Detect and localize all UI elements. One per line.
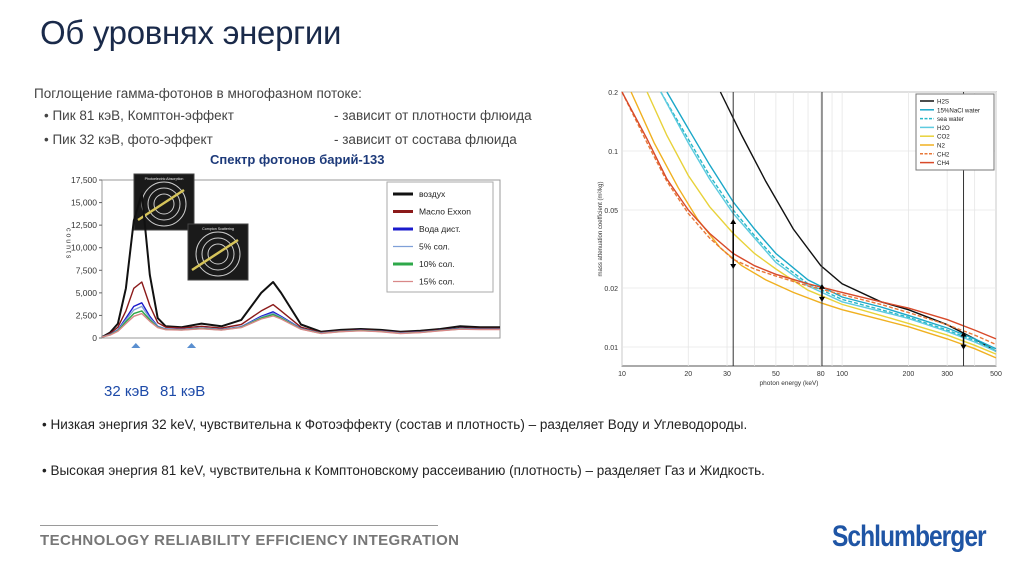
inset-orbit xyxy=(153,193,175,215)
bullet-low-energy: • Низкая энергия 32 keV, чувствительна к… xyxy=(42,417,748,432)
spectrum-chart-title: Спектр фотонов барий-133 xyxy=(210,152,385,167)
x-tick-label: 10 xyxy=(618,371,626,378)
energy-label-81: 81 кэВ xyxy=(160,383,206,400)
inset-orbit xyxy=(195,231,241,277)
peak-arrow xyxy=(187,343,197,348)
absorption-bullet-right: - зависит от состава флюида xyxy=(334,132,517,147)
y-tick-label: 2,500 xyxy=(76,310,98,320)
legend-label: CO2 xyxy=(937,134,950,141)
series-line xyxy=(630,91,997,359)
absorption-bullet-left: • Пик 81 кэВ, Комптон-эффект xyxy=(44,108,234,123)
y-tick-label: 0 xyxy=(92,333,97,343)
arrow-head xyxy=(818,296,825,302)
bullet-high-energy: • Высокая энергия 81 keV, чувствительна … xyxy=(42,463,765,478)
legend-label: CH4 xyxy=(937,160,950,167)
y-tick-label: 0.01 xyxy=(604,345,618,352)
series-line xyxy=(621,91,997,346)
schlumberger-logo: Schlumberger xyxy=(832,520,987,553)
footer-tagline: TECHNOLOGY RELIABILITY EFFICIENCY INTEGR… xyxy=(40,532,460,549)
x-tick-label: 80 xyxy=(817,371,825,378)
y-tick-label: 0.02 xyxy=(604,286,618,293)
absorption-bullet-32: • Пик 32 кэВ, фото-эффект - зависит от с… xyxy=(44,132,517,147)
x-tick-label: 30 xyxy=(723,371,731,378)
x-tick-label: 50 xyxy=(772,371,780,378)
inset-orbit xyxy=(147,187,181,221)
legend-label: H2O xyxy=(937,125,950,132)
legend-label: N2 xyxy=(937,143,945,150)
legend-label: 15% сол. xyxy=(419,277,455,287)
legend-label: Вода дист. xyxy=(419,224,461,234)
absorption-bullet-right: - зависит от плотности флюида xyxy=(334,108,532,123)
legend-box xyxy=(915,93,995,171)
y-tick-label: 10,000 xyxy=(71,243,97,253)
page-title: Об уровнях энергии xyxy=(40,14,342,51)
arrow-head xyxy=(730,218,737,224)
inset-orbit xyxy=(207,243,229,265)
series-line xyxy=(621,91,997,340)
y-tick-label: 5,000 xyxy=(76,288,98,298)
arrow-head xyxy=(960,331,967,337)
legend-label: 10% сол. xyxy=(419,259,455,269)
series-line xyxy=(660,91,997,352)
legend-label: воздух xyxy=(419,189,446,199)
absorption-bullet-81: • Пик 81 кэВ, Комптон-эффект - зависит о… xyxy=(44,108,532,123)
legend-label: 5% сол. xyxy=(419,242,450,252)
legend-label: sea water xyxy=(937,116,964,123)
legend-label: 15%NaCl water xyxy=(937,107,980,114)
arrow-head xyxy=(730,264,737,270)
series-line xyxy=(719,91,997,353)
legend-label: Масло Exxon xyxy=(419,207,471,217)
y-tick-label: 17,500 xyxy=(71,175,97,185)
legend-box xyxy=(386,181,494,293)
x-axis-label: photon energy (keV) xyxy=(760,380,819,387)
peak-arrow xyxy=(131,343,141,348)
inset-ray xyxy=(137,188,185,222)
x-tick-label: 200 xyxy=(903,371,915,378)
attenuation-chart: 0.2 0.1 0.05 0.02 0.01 10 20 30 50 80 100 200 300 500… xyxy=(598,90,1002,387)
spectrum-chart: 0 2,500 5,000 7,500 10,000 12,500 15,000 17,500… xyxy=(65,173,501,348)
absorption-bullet-left: • Пик 32 кэВ, фото-эффект xyxy=(44,132,213,147)
inset-orbit xyxy=(201,237,235,271)
y-tick-label: 0.1 xyxy=(608,149,618,156)
x-tick-label: 500 xyxy=(990,371,1002,378)
series-line xyxy=(666,91,997,350)
y-tick-label: 12,500 xyxy=(71,220,97,230)
x-tick-label: 100 xyxy=(836,371,848,378)
inset-ray xyxy=(191,238,239,272)
y-axis-label: mass attenuation coefficient (m²/kg) xyxy=(598,182,604,277)
y-tick-label: 0.2 xyxy=(608,90,618,97)
x-tick-label: 20 xyxy=(684,371,692,378)
y-tick-label: 15,000 xyxy=(71,198,97,208)
series-line xyxy=(101,312,500,338)
y-tick-label: 0.05 xyxy=(604,208,618,215)
energy-label-32: 32 кэВ xyxy=(104,383,150,400)
series-line xyxy=(101,192,500,338)
y-tick-label: 7,500 xyxy=(76,265,98,275)
x-tick-label: 300 xyxy=(941,371,953,378)
inset-label: Photoelectric Absorption xyxy=(145,177,184,181)
footer-divider xyxy=(40,525,438,526)
y-axis-label: c o u n t s xyxy=(65,228,72,259)
inset-label: Compton Scattering xyxy=(202,227,234,231)
legend-label: H2S xyxy=(937,99,949,106)
legend-label: CH2 xyxy=(937,151,950,158)
arrow-head xyxy=(960,344,967,350)
arrow-head xyxy=(818,283,825,289)
absorption-heading: Поглощение гамма-фотонов в многофазном п… xyxy=(34,86,362,101)
